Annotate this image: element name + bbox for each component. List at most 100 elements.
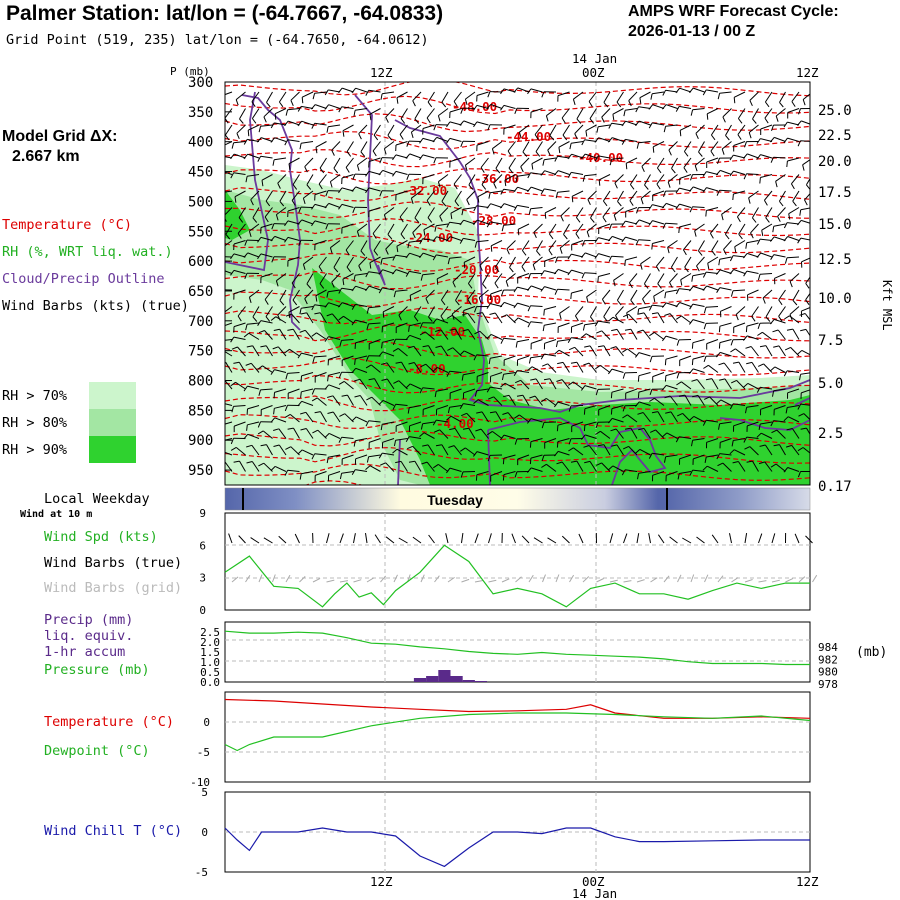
- surface-wind-barb-grid: [272, 574, 276, 583]
- wind-barb: [486, 333, 503, 340]
- wind-barb: [792, 289, 800, 306]
- wind-barb: [571, 190, 584, 203]
- wind-barb: [324, 302, 341, 308]
- wind-barb: [299, 329, 314, 340]
- wind-barb: [266, 91, 273, 108]
- wind-barb: [801, 257, 810, 268]
- surface-wind-barb-grid: [771, 579, 780, 583]
- wind-barb: [527, 172, 543, 179]
- wind-barb: [771, 124, 786, 131]
- wind-barb: [583, 362, 597, 373]
- bottom-tick-12z-a: 12Z: [370, 874, 393, 889]
- surface-wind-barb-grid: [798, 576, 806, 583]
- wind-barb: [352, 206, 368, 213]
- wind-barb: [395, 141, 408, 152]
- wind-barb: [250, 190, 260, 206]
- wind-barb: [387, 124, 395, 141]
- wind-barb: [324, 336, 341, 342]
- wind-barb: [326, 124, 341, 133]
- temperature-contour-line: [225, 95, 810, 115]
- wind-barb: [261, 174, 273, 187]
- wind-barb: [327, 471, 341, 482]
- wind-barb: [472, 451, 489, 457]
- wind-barb: [474, 240, 489, 248]
- wind-barb: [664, 313, 678, 324]
- wind-barb: [422, 124, 435, 135]
- legend-rh: RH (%, WRT liq. wat.): [2, 244, 173, 260]
- wind-barb: [530, 108, 543, 119]
- wind-barb: [448, 445, 462, 456]
- wind-barb: [625, 157, 638, 170]
- wind-barb: [387, 223, 395, 240]
- wind-barb: [271, 223, 287, 230]
- wind-barb: [315, 141, 327, 154]
- pressure-tick: 750: [188, 344, 213, 360]
- wind-barb: [529, 438, 543, 448]
- wind-barb: [405, 334, 422, 341]
- wind-barb: [338, 106, 354, 113]
- wind-barb: [225, 361, 233, 373]
- wind-barb: [770, 318, 786, 325]
- kft-label: Kft MSL: [880, 280, 894, 331]
- wind-barb: [243, 153, 260, 160]
- temperature-contour-line: [304, 480, 364, 485]
- wind-barb: [476, 312, 489, 324]
- wind-barb: [555, 190, 570, 199]
- wind-barb: [365, 355, 381, 362]
- wind-barb: [279, 190, 287, 207]
- wind-barb: [777, 207, 786, 222]
- wind-barb: [705, 207, 719, 217]
- wind-barb: [786, 157, 800, 168]
- wind-barb: [610, 388, 624, 399]
- wind-barb: [702, 419, 719, 426]
- wind-barb: [292, 289, 300, 306]
- wind-barb: [675, 203, 692, 210]
- wind-barb: [756, 154, 773, 160]
- wind-barb: [436, 273, 449, 285]
- wind-barb: [750, 223, 759, 239]
- wind-barb: [225, 451, 233, 456]
- precip-bar: [426, 676, 439, 682]
- bottom-tick-00z: 00Z: [582, 874, 605, 889]
- wind-barb: [743, 382, 759, 390]
- wind-barb: [738, 223, 746, 240]
- wind-barb: [597, 273, 611, 283]
- wind-barb: [274, 108, 287, 120]
- wind-barb: [678, 394, 692, 406]
- wind-barb: [460, 107, 476, 114]
- wind-barb: [797, 219, 810, 226]
- wind-barb: [352, 173, 368, 180]
- wind-barb: [476, 411, 489, 423]
- wind-barb: [692, 394, 705, 406]
- wind-barb: [502, 412, 516, 423]
- wind-barb: [315, 289, 327, 302]
- wind-barb: [696, 256, 705, 272]
- pressure-tick: 600: [188, 254, 213, 270]
- wind-barb: [702, 285, 719, 291]
- wind-barb: [414, 108, 422, 124]
- wind-barb: [568, 447, 584, 456]
- wind-barb: [365, 420, 381, 427]
- legend-temperature-2: Temperature (°C): [44, 714, 175, 730]
- wind-barb: [653, 289, 665, 303]
- wind-barb: [381, 322, 395, 333]
- wind-barb: [649, 397, 665, 406]
- wind-barb: [540, 353, 557, 360]
- wind-barb: [243, 252, 260, 258]
- wind-barb: [613, 207, 624, 221]
- wind-barb: [422, 345, 435, 357]
- wind-barb: [300, 388, 314, 398]
- wind-barb: [244, 239, 260, 246]
- wind-barb: [338, 187, 354, 194]
- wind-barb: [236, 124, 246, 139]
- wind-barb: [515, 379, 530, 390]
- wind-barb: [434, 429, 449, 439]
- wind-barb: [392, 254, 408, 261]
- temperature-contour-line: [225, 307, 810, 325]
- legend-pressure: Pressure (mb): [44, 662, 150, 678]
- wind-barb: [265, 190, 273, 207]
- wind-barb: [562, 124, 570, 141]
- wind-barb: [385, 240, 395, 255]
